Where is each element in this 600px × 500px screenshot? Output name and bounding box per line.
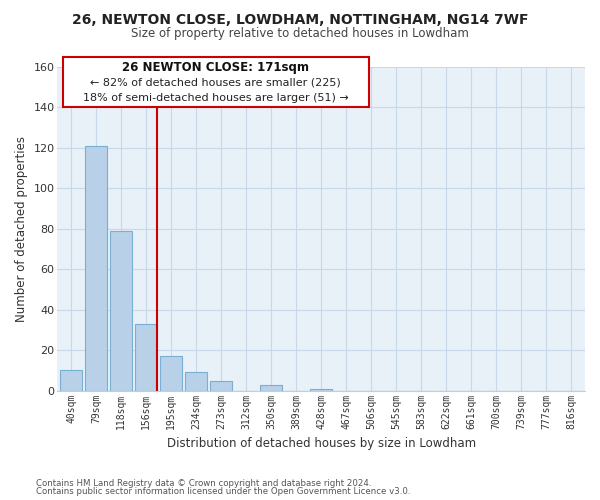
Bar: [185, 372, 208, 390]
Text: ← 82% of detached houses are smaller (225): ← 82% of detached houses are smaller (22…: [91, 78, 341, 88]
Bar: [260, 384, 283, 390]
Y-axis label: Number of detached properties: Number of detached properties: [15, 136, 28, 322]
Bar: [135, 324, 157, 390]
Bar: [210, 380, 232, 390]
Bar: [310, 388, 332, 390]
Text: 26 NEWTON CLOSE: 171sqm: 26 NEWTON CLOSE: 171sqm: [122, 62, 309, 74]
X-axis label: Distribution of detached houses by size in Lowdham: Distribution of detached houses by size …: [167, 437, 476, 450]
Bar: [85, 146, 107, 390]
Bar: [110, 230, 133, 390]
Text: 18% of semi-detached houses are larger (51) →: 18% of semi-detached houses are larger (…: [83, 93, 349, 103]
Text: Contains HM Land Registry data © Crown copyright and database right 2024.: Contains HM Land Registry data © Crown c…: [36, 478, 371, 488]
Text: Size of property relative to detached houses in Lowdham: Size of property relative to detached ho…: [131, 28, 469, 40]
Text: Contains public sector information licensed under the Open Government Licence v3: Contains public sector information licen…: [36, 487, 410, 496]
Text: 26, NEWTON CLOSE, LOWDHAM, NOTTINGHAM, NG14 7WF: 26, NEWTON CLOSE, LOWDHAM, NOTTINGHAM, N…: [72, 12, 528, 26]
Bar: [160, 356, 182, 390]
FancyBboxPatch shape: [63, 57, 369, 107]
Bar: [60, 370, 82, 390]
